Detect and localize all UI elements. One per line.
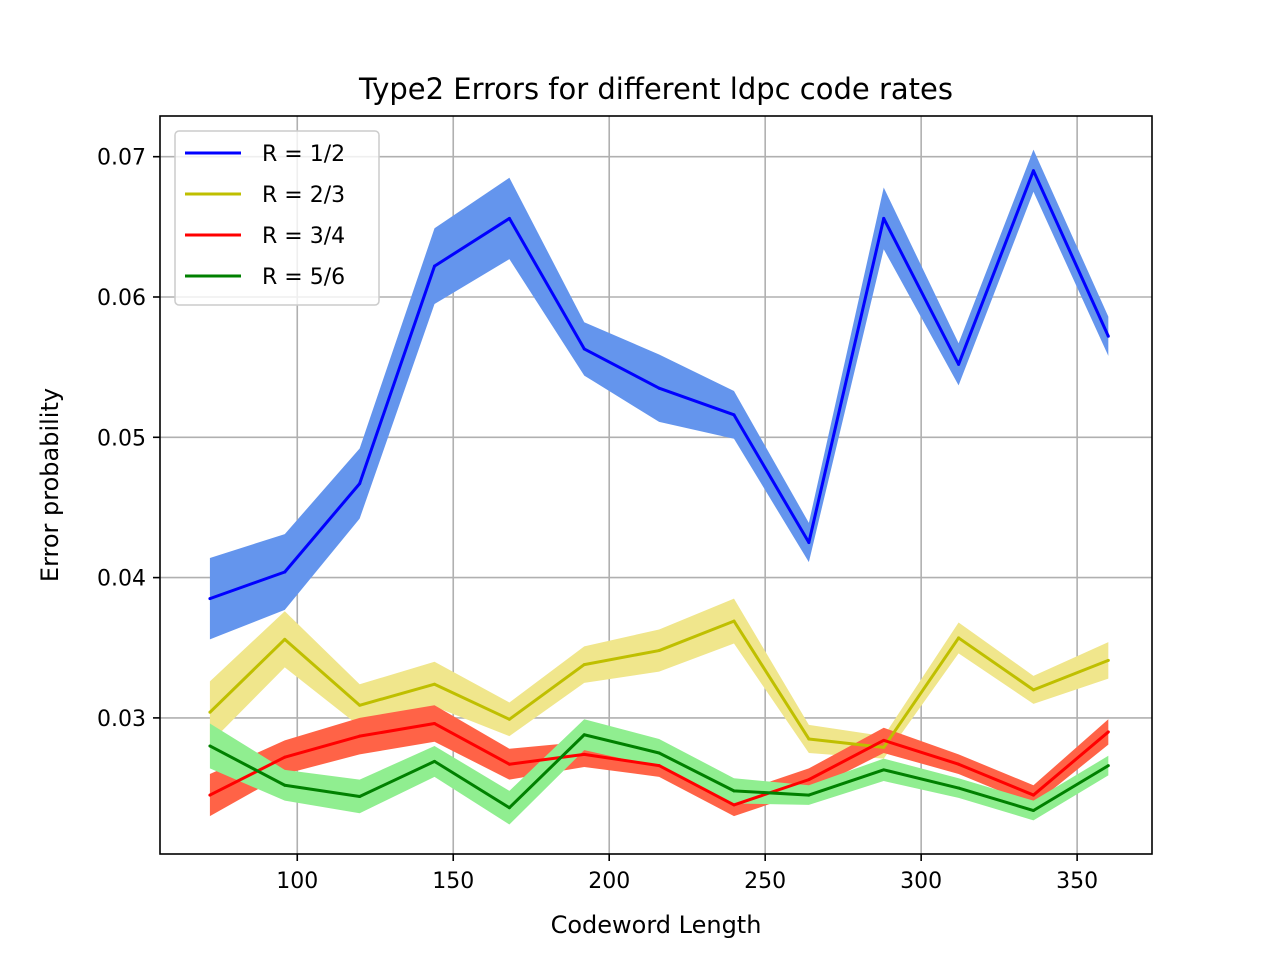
- data-point: [957, 636, 961, 640]
- data-point: [208, 744, 212, 748]
- data-point: [208, 710, 212, 714]
- data-point: [657, 751, 661, 755]
- data-point: [283, 783, 287, 787]
- data-point: [507, 216, 511, 220]
- data-point: [1031, 169, 1035, 173]
- data-point: [433, 759, 437, 763]
- data-point: [807, 793, 811, 797]
- data-point: [732, 803, 736, 807]
- data-point: [957, 762, 961, 766]
- x-tick-label: 250: [744, 869, 786, 894]
- x-tick-label: 300: [900, 869, 942, 894]
- series-band-1: [209, 598, 1109, 759]
- data-point: [433, 264, 437, 268]
- data-point: [882, 768, 886, 772]
- data-point: [208, 597, 212, 601]
- data-point: [433, 682, 437, 686]
- x-tick-label: 100: [276, 869, 318, 894]
- data-point: [657, 386, 661, 390]
- data-point: [1106, 764, 1110, 768]
- data-point: [657, 764, 661, 768]
- data-point: [358, 482, 362, 486]
- chart-title: Type2 Errors for different ldpc code rat…: [358, 72, 953, 106]
- legend-label: R = 3/4: [262, 224, 345, 249]
- data-point: [882, 216, 886, 220]
- y-tick-label: 0.05: [97, 426, 146, 451]
- data-point: [433, 722, 437, 726]
- data-point: [1106, 334, 1110, 338]
- data-point: [882, 738, 886, 742]
- data-point: [582, 663, 586, 667]
- data-point: [732, 413, 736, 417]
- x-axis-ticks: 100 150 200 250 300 350: [276, 854, 1098, 894]
- data-point: [582, 752, 586, 756]
- data-point: [358, 703, 362, 707]
- legend-label: R = 5/6: [262, 265, 345, 290]
- data-point: [957, 362, 961, 366]
- legend: R = 1/2 R = 2/3 R = 3/4 R = 5/6: [174, 130, 380, 306]
- legend-label: R = 1/2: [262, 142, 345, 167]
- x-tick-label: 150: [432, 869, 474, 894]
- y-tick-label: 0.04: [97, 567, 146, 592]
- data-point: [358, 794, 362, 798]
- data-point: [957, 786, 961, 790]
- data-point: [807, 541, 811, 545]
- data-point: [582, 733, 586, 737]
- x-tick-label: 350: [1056, 869, 1098, 894]
- axes-frame: [159, 115, 1153, 855]
- y-axis-ticks: 0.03 0.04 0.05 0.06 0.07: [97, 146, 160, 732]
- x-axis-label: Codeword Length: [551, 911, 762, 939]
- y-axis-label: Error probability: [36, 388, 64, 582]
- data-point: [1031, 793, 1035, 797]
- data-point: [807, 737, 811, 741]
- y-tick-label: 0.06: [97, 286, 146, 311]
- data-point: [507, 762, 511, 766]
- data-point: [1106, 730, 1110, 734]
- data-point: [582, 347, 586, 351]
- confidence-bands: [209, 149, 1109, 825]
- data-point: [1106, 658, 1110, 662]
- data-point: [882, 745, 886, 749]
- legend-box: [174, 130, 380, 306]
- x-tick-label: 200: [588, 869, 630, 894]
- data-point: [358, 734, 362, 738]
- y-tick-label: 0.03: [97, 707, 146, 732]
- data-point: [1031, 809, 1035, 813]
- series-band-3: [209, 719, 1109, 825]
- data-point: [807, 778, 811, 782]
- data-point: [657, 649, 661, 653]
- y-tick-label: 0.07: [97, 146, 146, 171]
- data-point: [1031, 688, 1035, 692]
- series-band-0: [209, 149, 1109, 640]
- data-point: [283, 637, 287, 641]
- data-point: [283, 755, 287, 759]
- data-point: [732, 619, 736, 623]
- data-point: [732, 789, 736, 793]
- legend-label: R = 2/3: [262, 183, 345, 208]
- data-point: [208, 793, 212, 797]
- series-lines: [208, 169, 1110, 813]
- data-point: [507, 717, 511, 721]
- data-point: [507, 806, 511, 810]
- data-point: [283, 570, 287, 574]
